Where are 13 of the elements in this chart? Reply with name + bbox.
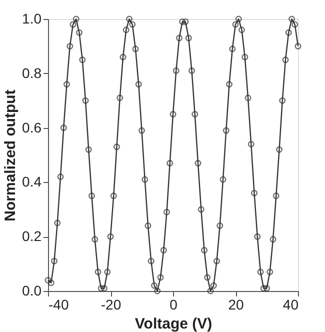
x-tick-label: 40 <box>282 296 299 312</box>
y-tick-label: 1.0 <box>22 10 42 26</box>
x-tick-label: -40 <box>48 296 69 312</box>
y-tick-label: 0.8 <box>22 64 42 81</box>
x-tick-label: 20 <box>228 296 244 312</box>
y-tick-label: 0.6 <box>22 119 42 136</box>
x-axis-title: Voltage (V) <box>134 316 212 332</box>
x-tick-label: -20 <box>100 296 122 312</box>
y-tick-label: 0.2 <box>22 228 42 244</box>
x-tick-label: 0 <box>170 296 178 312</box>
y-axis-title: Normalized output <box>2 90 20 222</box>
y-tick-label: 0.0 <box>22 282 42 298</box>
y-tick-label: 0.4 <box>22 174 42 190</box>
